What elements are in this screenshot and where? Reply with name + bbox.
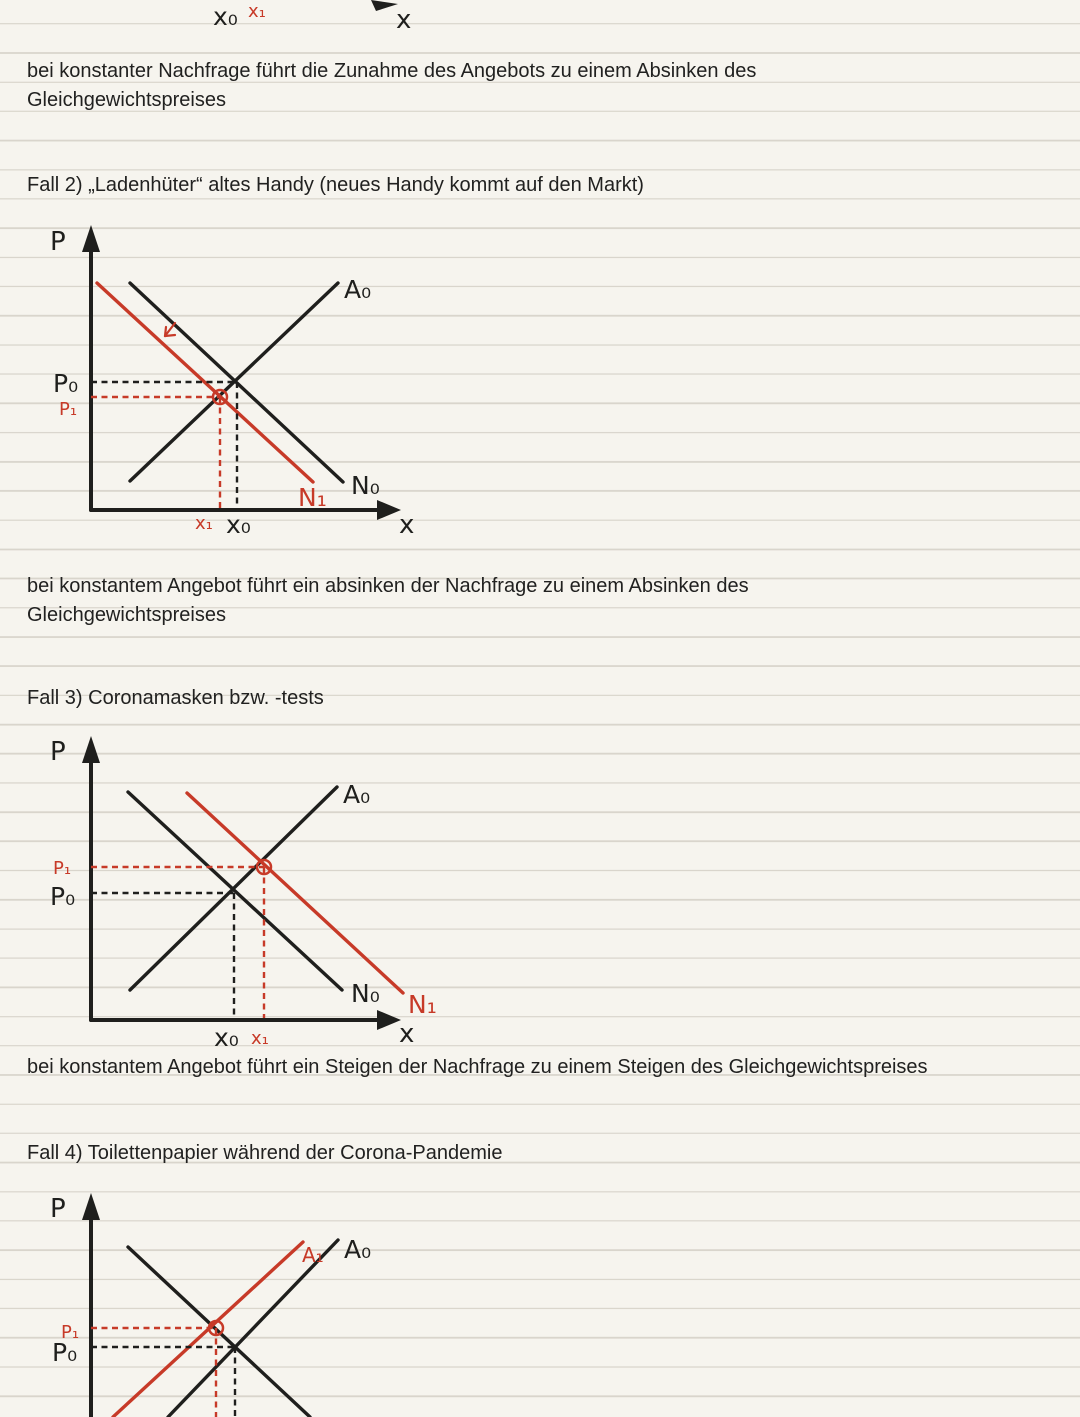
fall4-p0-label: P₀ (52, 1338, 77, 1367)
fall2-demand0-label: N₀ (351, 471, 380, 500)
fall2-demand1-curve (95, 281, 315, 484)
fall4-supply0-label: A₀ (344, 1235, 371, 1264)
fall3-p1-label: P₁ (53, 858, 71, 879)
fall3-heading-text: Fall 3) Coronamasken bzw. -tests (27, 687, 324, 709)
fall2-heading: Fall 2) „Ladenhüter“ altes Handy (neues … (27, 171, 644, 200)
fall2-p0-label: P₀ (53, 369, 78, 398)
fall1-diagram-fragment: x₀ x₁ x (213, 0, 411, 35)
fall1-caption: bei konstanter Nachfrage führt die Zunah… (27, 57, 756, 115)
fall2-caption-line2: Gleichgewichtspreises (27, 604, 226, 627)
fall2-x0-label: x₀ (226, 510, 251, 539)
fall2-p-axis-arrow-icon (82, 225, 100, 252)
fall1-x-axis-label: x (396, 5, 411, 35)
fall1-caption-line2: Gleichgewichtspreises (27, 89, 226, 112)
fall3-demand0-label: N₀ (351, 979, 380, 1008)
fall3-p0-label: P₀ (50, 882, 75, 911)
fall1-caption-line1: bei konstanter Nachfrage führt die Zunah… (27, 60, 757, 82)
fall3-x1-label: x₁ (251, 1028, 269, 1049)
fall4-p-axis-label: P (50, 1194, 66, 1224)
fall3-supply0-label: A₀ (343, 780, 370, 809)
fall3-caption-line1: bei konstantem Angebot führt ein Steigen… (27, 1056, 928, 1078)
fall2-x-axis-label: x (399, 510, 414, 540)
fall2-demand1-label: N₁ (298, 483, 327, 512)
fall4-p-axis-arrow-icon (82, 1193, 100, 1220)
fall3-caption: bei konstantem Angebot führt ein Steigen… (27, 1053, 928, 1082)
fall2-caption: bei konstantem Angebot führt ein absinke… (27, 572, 749, 630)
fall2-p-axis-label: P (50, 227, 66, 257)
fall2-x-axis-arrow-icon (377, 500, 401, 520)
fall2-diagram: P x A₀ N₀ N₁ P₀ P₁ x₁ x₀ (50, 225, 414, 540)
fall1-x1-label: x₁ (248, 1, 266, 22)
fall2-p1-label: P₁ (59, 399, 77, 420)
fall3-x0-label: x₀ (214, 1023, 239, 1052)
fall4-heading: Fall 4) Toilettenpapier während der Coro… (27, 1139, 502, 1168)
fall3-heading: Fall 3) Coronamasken bzw. -tests (27, 684, 324, 713)
fall3-x-axis-label: x (399, 1019, 414, 1049)
fall3-p-axis-label: P (50, 737, 66, 767)
fall2-new-equilibrium-marker (211, 388, 229, 406)
fall2-shift-arrow-icon (163, 321, 177, 338)
fall3-new-equilibrium-marker (255, 858, 273, 876)
fall2-x1-label: x₁ (195, 513, 213, 534)
fall3-demand1-label: N₁ (408, 990, 437, 1019)
fall2-supply0-label: A₀ (344, 275, 371, 304)
fall4-demand-curve (126, 1245, 312, 1417)
fall4-p1-label: P₁ (61, 1322, 79, 1343)
fall2-caption-line1: bei konstantem Angebot führt ein absinke… (27, 575, 749, 597)
fall4-supply0-curve (166, 1238, 340, 1417)
fall3-demand0-curve (126, 790, 344, 992)
fall2-heading-text: Fall 2) „Ladenhüter“ altes Handy (neues … (27, 174, 644, 196)
fall4-new-equilibrium-marker (207, 1319, 225, 1337)
fall3-diagram: P x A₀ N₀ N₁ P₁ P₀ x₀ x₁ (50, 736, 437, 1052)
fall3-x-axis-arrow-icon (377, 1010, 401, 1030)
fall1-x0-label: x₀ (213, 2, 238, 31)
fall4-diagram: P A₀ A₁ P₁ P₀ (50, 1193, 371, 1417)
fall3-demand1-curve (185, 791, 405, 995)
fall1-x-axis-arrow-icon (371, 0, 398, 11)
fall4-heading-text: Fall 4) Toilettenpapier während der Coro… (27, 1142, 503, 1164)
fall4-supply1-label: A₁ (302, 1243, 324, 1267)
fall3-p-axis-arrow-icon (82, 736, 100, 763)
